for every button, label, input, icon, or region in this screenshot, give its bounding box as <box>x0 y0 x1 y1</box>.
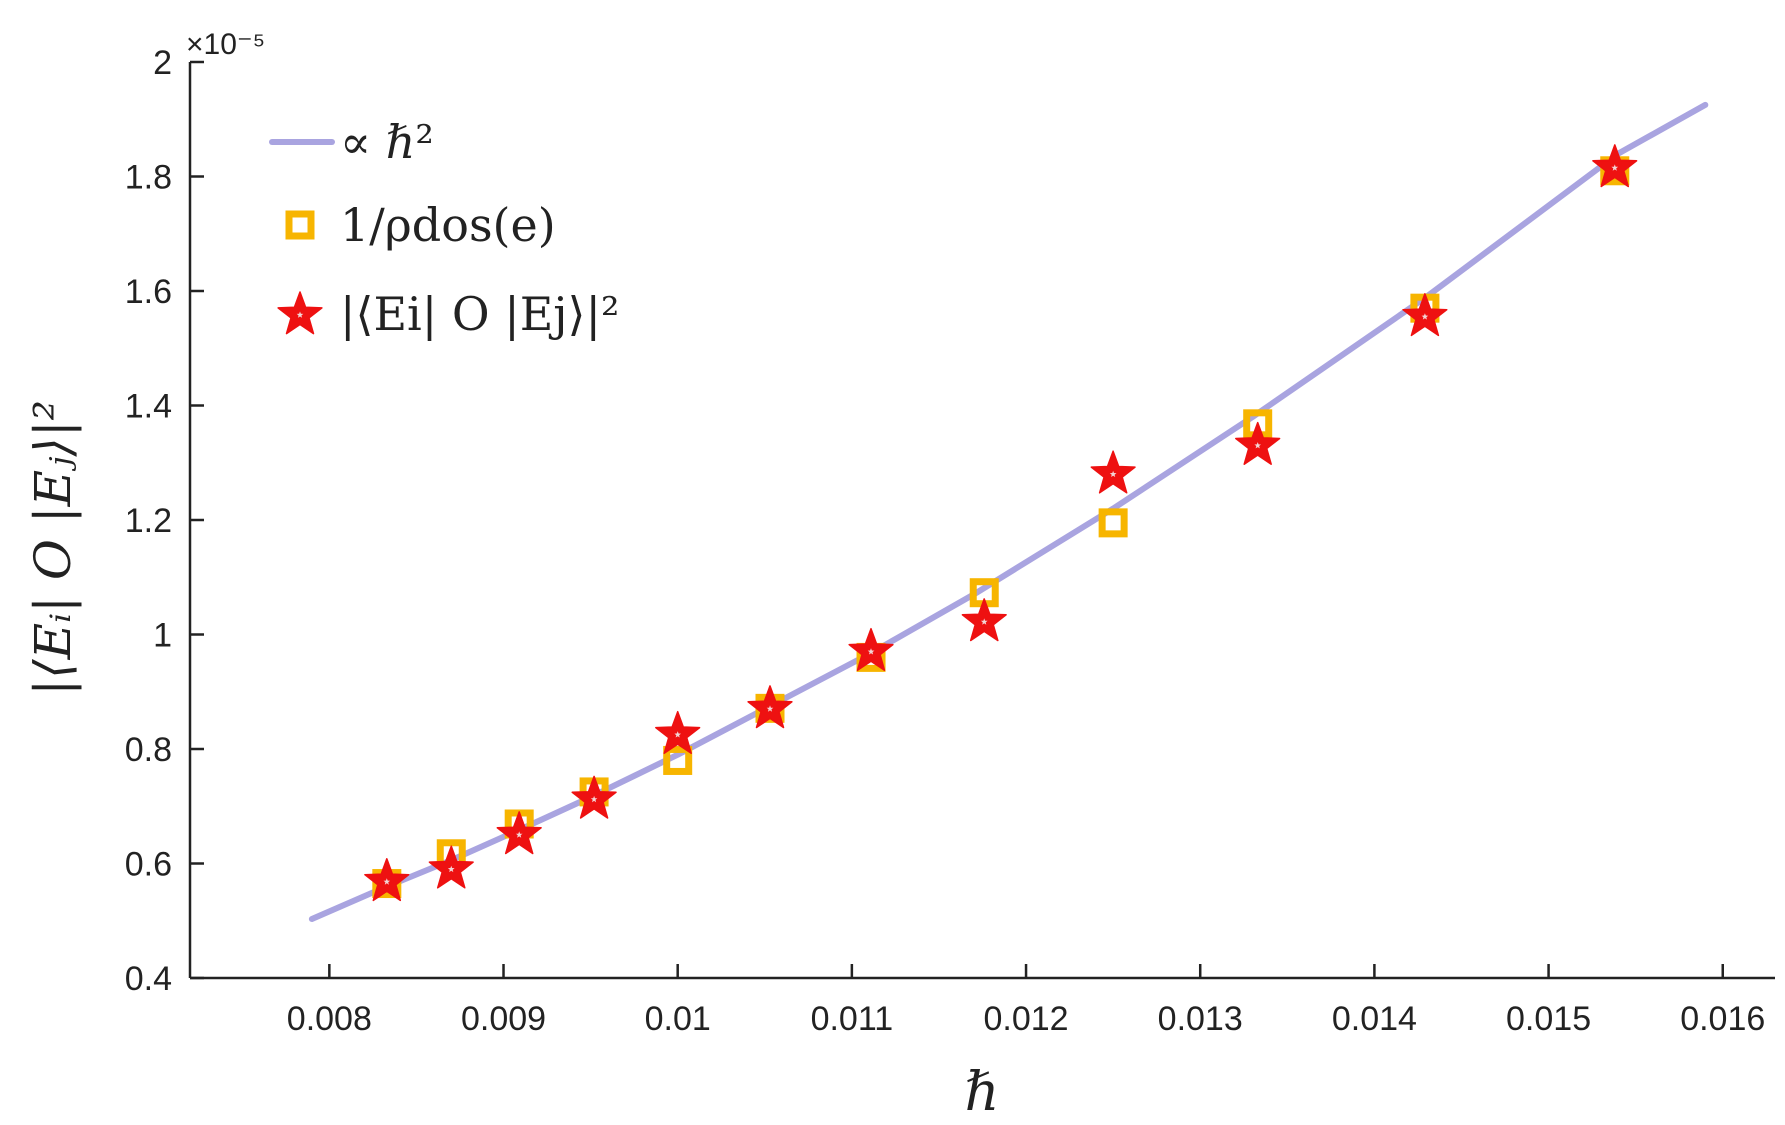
y-exponent-label: ×10⁻⁵ <box>186 28 265 61</box>
legend-dos-label: 1/ρdos(e) <box>340 198 556 252</box>
y-tick-label: 0.4 <box>125 960 172 998</box>
legend-matrix-swatch <box>277 291 323 335</box>
y-tick-label: 0.6 <box>125 846 172 884</box>
matrix-element-point-center <box>1109 470 1117 477</box>
y-tick-label: 1 <box>153 617 172 655</box>
x-tick-label: 0.011 <box>811 1000 894 1038</box>
matrix-element-point-center <box>1611 164 1619 171</box>
x-axis-ticks: 0.008 0.009 0.01 0.011 0.012 0.013 0.014 0.015 0… <box>287 964 1765 1038</box>
legend-star-center <box>296 311 304 318</box>
matrix-element-point-center <box>447 865 455 873</box>
x-tick-label: 0.016 <box>1680 1000 1765 1038</box>
x-tick-label: 0.008 <box>287 1000 372 1038</box>
plot-area <box>308 101 1709 922</box>
matrix-element-point-center <box>980 618 988 625</box>
matrix-element-point-center <box>1421 313 1429 320</box>
legend-matrix-label: |⟨Ei| O |Ej⟩|² <box>340 287 619 341</box>
dos-point <box>663 745 693 775</box>
x-tick-label: 0.009 <box>461 1000 546 1038</box>
x-tick-label: 0.012 <box>983 1000 1068 1038</box>
y-tick-label: 1.8 <box>125 159 172 197</box>
y-tick-label: 2 <box>153 44 172 82</box>
y-axis-ticks: 0.4 0.6 0.8 1 1.2 1.4 1.6 1.8 2 <box>125 44 204 998</box>
y-tick-label: 1.4 <box>125 388 172 426</box>
x-tick-label: 0.014 <box>1332 1000 1417 1038</box>
y-tick-label: 0.8 <box>125 731 172 769</box>
dos-point <box>1098 508 1128 538</box>
x-tick-label: 0.015 <box>1506 1000 1591 1038</box>
legend-fit-label: ∝ ℏ² <box>340 115 434 169</box>
matrix-element-point-center <box>515 831 523 838</box>
y-tick-label: 1.6 <box>125 273 172 311</box>
matrix-element-point-center <box>383 878 391 885</box>
x-tick-label: 0.01 <box>645 1000 711 1038</box>
matrix-element-point-center <box>1254 442 1261 449</box>
x-axis-title: ℏ <box>965 1060 1000 1123</box>
legend-dos-swatch <box>285 210 315 240</box>
matrix-element-point-center <box>867 648 875 655</box>
matrix-element-point-center <box>590 795 598 803</box>
matrix-element-point-center <box>766 705 774 712</box>
y-axis-title: |⟨Eᵢ| O |Eⱼ⟩|² <box>24 400 82 695</box>
legend: ∝ ℏ² 1/ρdos(e) |⟨Ei| O |Ej⟩|² <box>269 115 619 341</box>
x-tick-label: 0.013 <box>1158 1000 1243 1038</box>
y-tick-label: 1.2 <box>125 502 172 540</box>
matrix-element-point-center <box>674 731 681 738</box>
